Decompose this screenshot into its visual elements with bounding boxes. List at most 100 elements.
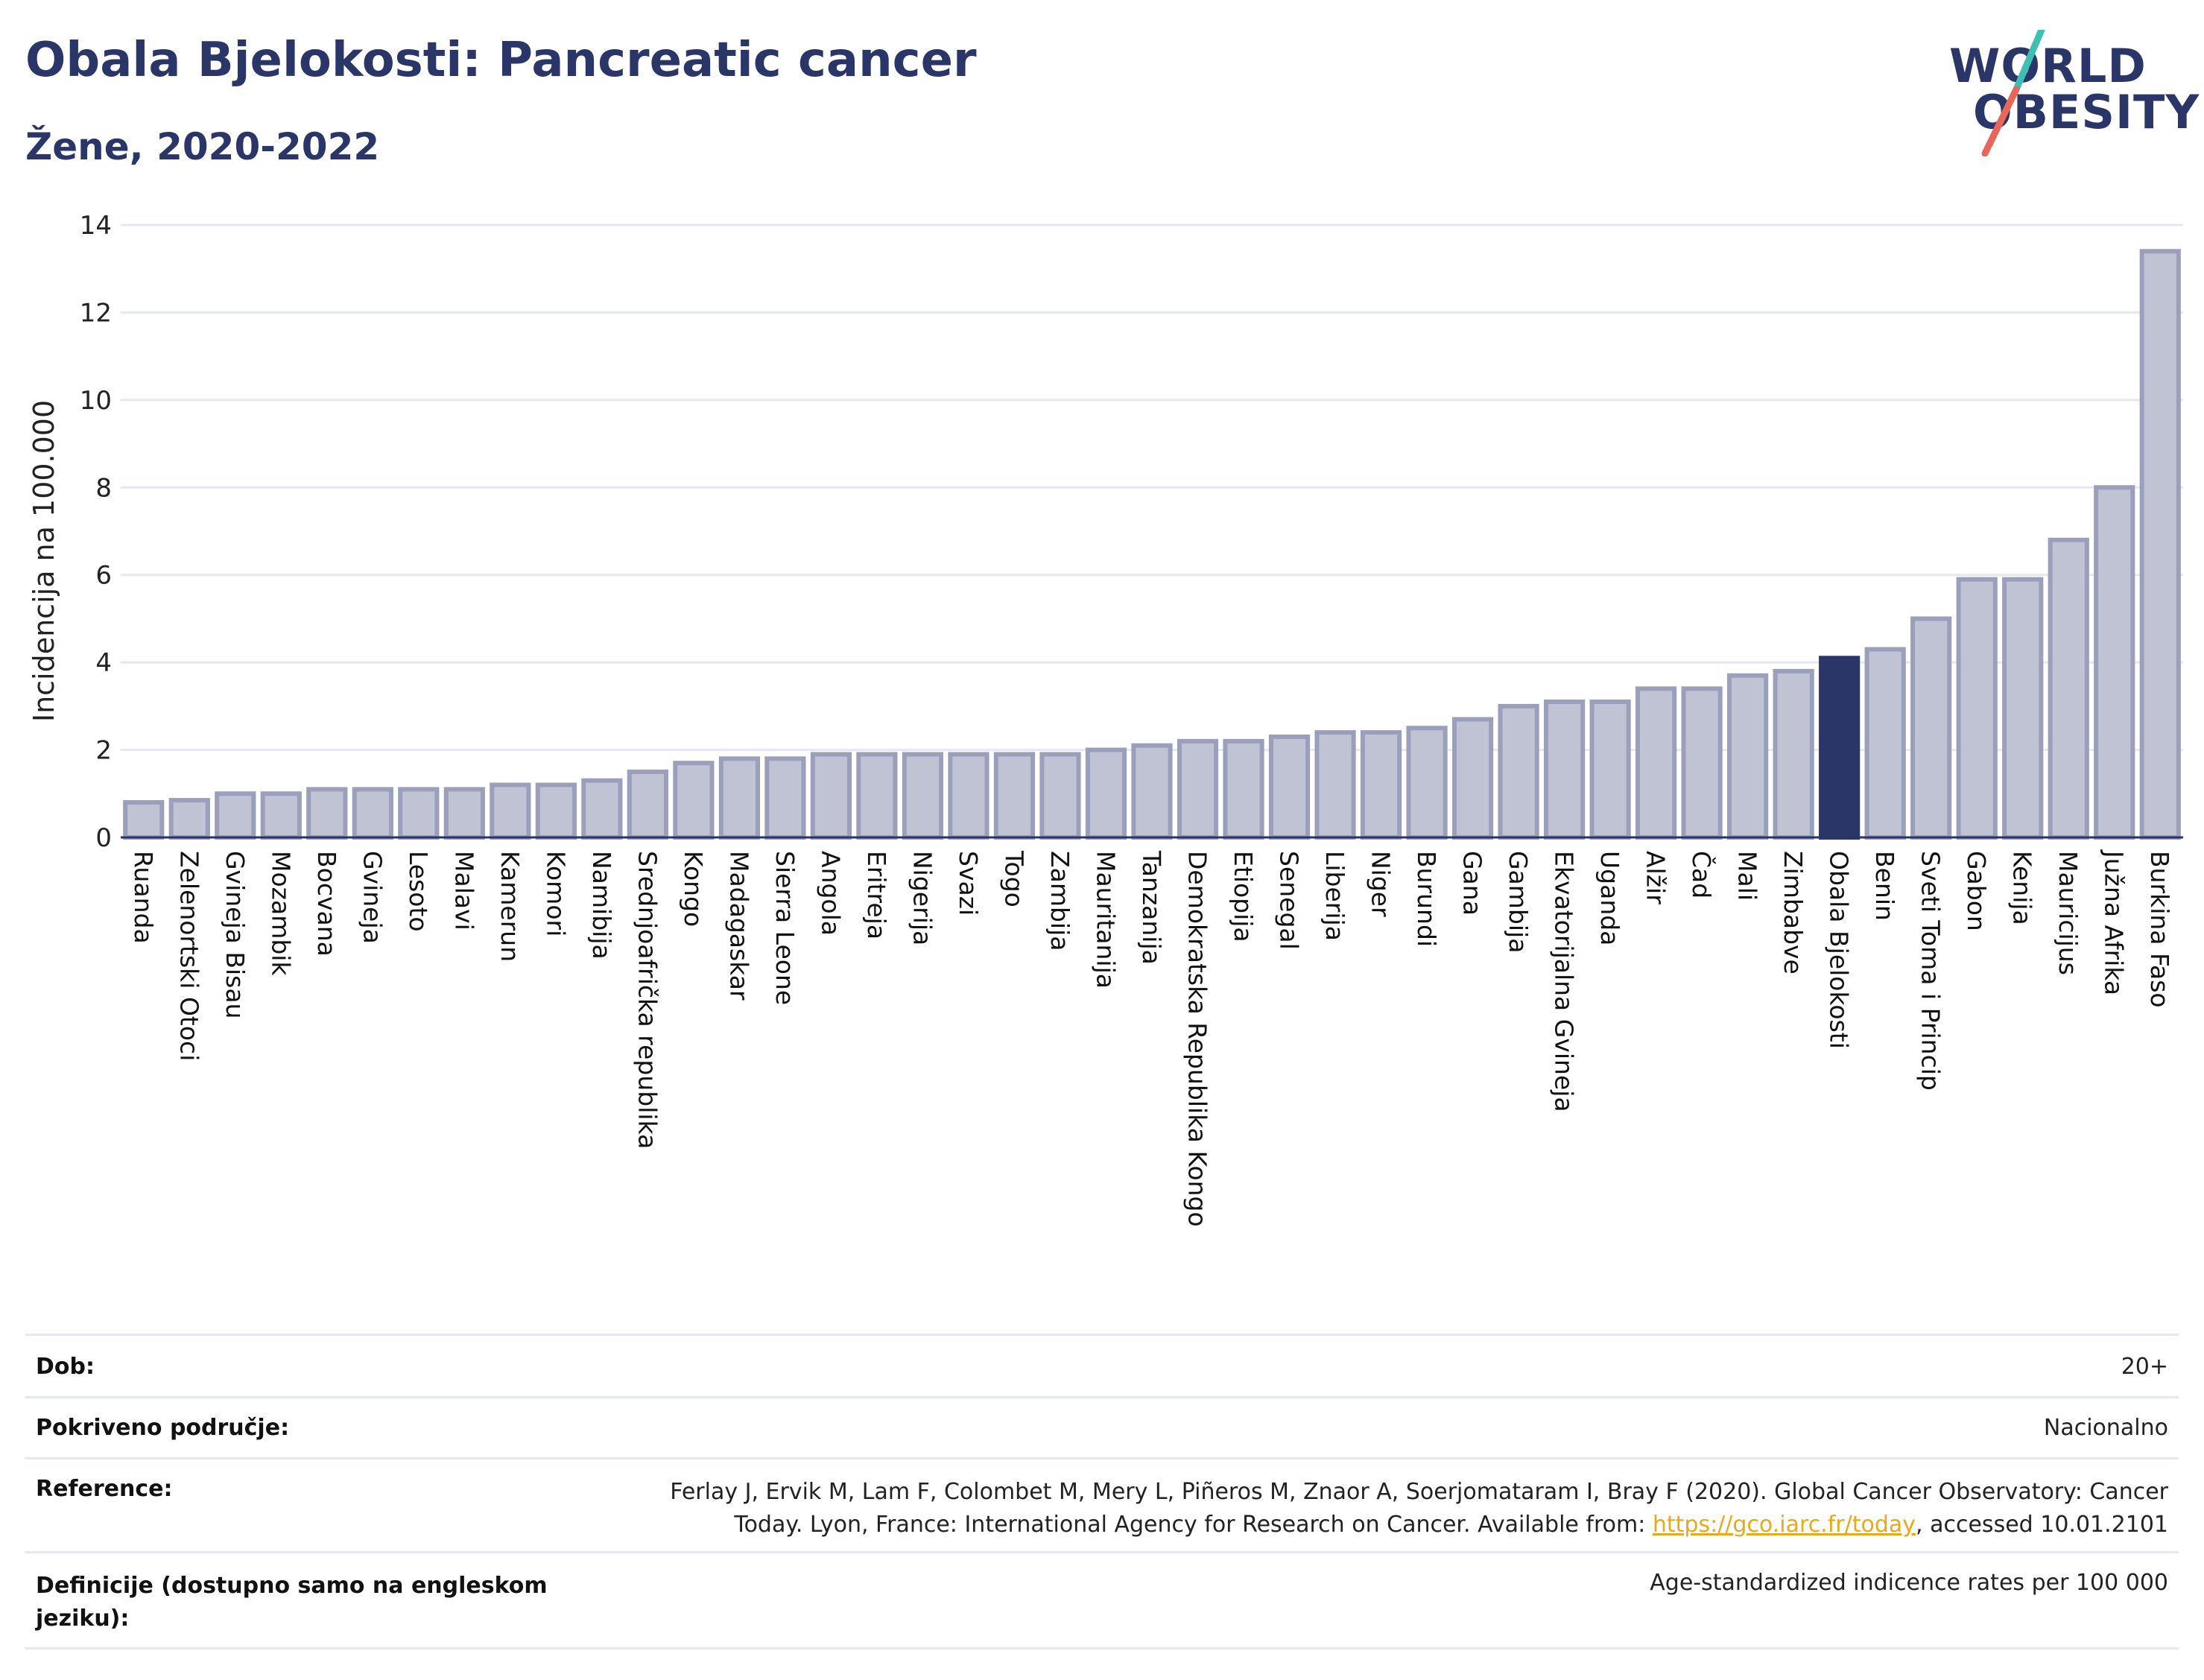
logo-slash-icon [1981,30,2045,156]
bar-chart: 0 2 4 6 8 10 12 14 Ruanda Zelenortski Otoci Gvine… [28,211,2183,1227]
y-tick-label: 12 [80,298,112,328]
x-tick-label: Demokratska Republika Kongo [1183,851,1212,1227]
bar [490,782,531,840]
bar [1177,738,1219,840]
x-tick-label: Ekvatorijalna Gvineja [1550,851,1579,1112]
info-row-coverage: Pokriveno područje: Nacionalno [25,1396,2179,1459]
bar [1910,616,1952,840]
bar [1681,686,1723,840]
world-obesity-logo: WORLD OBESITY [1945,30,2199,156]
x-tick-label: Namibija [587,851,616,960]
y-axis-ticks: 0 2 4 6 8 10 12 14 [80,211,112,853]
x-tick-label: Uganda [1595,851,1624,945]
bar [535,782,577,840]
x-tick-label: Alžir [1641,851,1671,904]
coverage-label: Pokriveno područje: [36,1415,290,1441]
info-row-reference: Reference: Ferlay J, Ervik M, Lam F, Col… [25,1457,2179,1553]
x-tick-label: Tanzanija [1137,850,1166,965]
x-tick-label: Etiopija [1229,851,1258,942]
definitions-label: Definicije (dostupno samo na engleskom j… [36,1570,548,1635]
page-title: Obala Bjelokosti: Pancreatic cancer [25,33,977,88]
x-tick-label: Bocvana [312,851,341,957]
y-tick-label: 10 [80,386,112,416]
bar [215,791,256,840]
bar [1956,577,1998,840]
bar [1819,656,1861,840]
bar [1543,699,1586,840]
bar [398,787,440,840]
reference-line-2: Today. Lyon, France: International Agenc… [670,1509,2168,1541]
bar [993,752,1036,840]
page-subtitle: Žene, 2020-2022 [25,125,380,168]
reference-link[interactable]: https://gco.iarc.fr/today [1652,1512,1916,1538]
bar [1039,752,1081,840]
y-tick-label: 6 [95,561,112,591]
bar [581,778,623,840]
x-tick-label: Eritreja [862,851,891,939]
x-tick-label: Nigerija [908,851,937,945]
x-tick-label: Kamerun [495,851,525,962]
y-tick-label: 2 [95,736,112,766]
x-tick-label: Togo [999,850,1028,907]
definitions-value: Age-standardized indicence rates per 100… [1650,1570,2168,1596]
definitions-label-line-2: jeziku): [36,1605,130,1632]
bar [1131,743,1173,840]
logo-text-world: WORLD [1949,39,2147,93]
bar [1451,717,1494,840]
info-row-dob: Dob: 20+ [25,1334,2179,1398]
definitions-label-line-1: Definicije (dostupno samo na engleskom [36,1573,548,1599]
x-tick-label: Benin [1870,851,1899,921]
x-tick-label: Mauritanija [1091,851,1120,989]
bar [1589,699,1631,840]
y-tick-label: 0 [95,823,112,853]
bar [673,761,715,840]
reference-line-2-suffix: , accessed 10.01.2101 [1916,1512,2168,1538]
y-tick-label: 8 [95,473,112,503]
bar [1085,747,1127,840]
bar [1864,647,1906,840]
bar [1360,730,1402,840]
x-tick-label: Gabon [1962,851,1991,931]
x-tick-label: Lesoto [404,851,433,932]
bar [810,752,852,840]
x-tick-label: Mozambik [266,851,295,976]
bar [2002,577,2044,840]
bar [627,769,668,840]
x-tick-label: Svazi [954,851,983,916]
bar [2139,249,2181,840]
x-axis-labels: Ruanda Zelenortski Otoci Gvineja Bisau Moza… [129,849,2174,1227]
x-tick-label: Senegal [1275,851,1304,950]
x-tick-label: Gana [1458,851,1487,916]
x-tick-label: Burundi [1412,851,1441,947]
bar [260,791,302,840]
x-tick-label: Obala Bjelokosti [1825,851,1854,1049]
bar [2048,537,2089,840]
x-tick-label: Angola [816,851,845,936]
x-tick-label: Zimbabve [1779,851,1808,974]
x-tick-label: Čad [1687,851,1717,898]
bar [856,752,898,840]
x-tick-label: Gambija [1504,851,1533,953]
reference-line-1: Ferlay J, Ervik M, Lam F, Colombet M, Me… [670,1479,2168,1505]
y-axis-label: Incidencija na 100.000 [28,400,60,722]
y-tick-label: 4 [95,648,112,678]
bar [902,752,944,840]
bar [1223,738,1264,840]
coverage-value: Nacionalno [2043,1415,2168,1441]
x-tick-label: Komori [541,851,570,936]
bar [764,756,806,840]
bar [352,787,393,840]
bar [1314,730,1356,840]
x-tick-label: Madagaskar [724,851,753,1001]
reference-line-2-text: Today. Lyon, France: International Agenc… [734,1512,1653,1538]
x-tick-label: Mali [1733,851,1762,901]
x-tick-label: Mauricijus [2053,851,2083,975]
reference-label: Reference: [36,1476,173,1502]
x-tick-label: Gvineja Bisau [221,851,250,1019]
bar [306,787,348,840]
dob-label: Dob: [36,1354,95,1380]
bar [1406,726,1448,840]
x-tick-label: Zelenortski Otoci [174,851,203,1061]
bar [1268,734,1311,840]
bar [1773,668,1814,840]
